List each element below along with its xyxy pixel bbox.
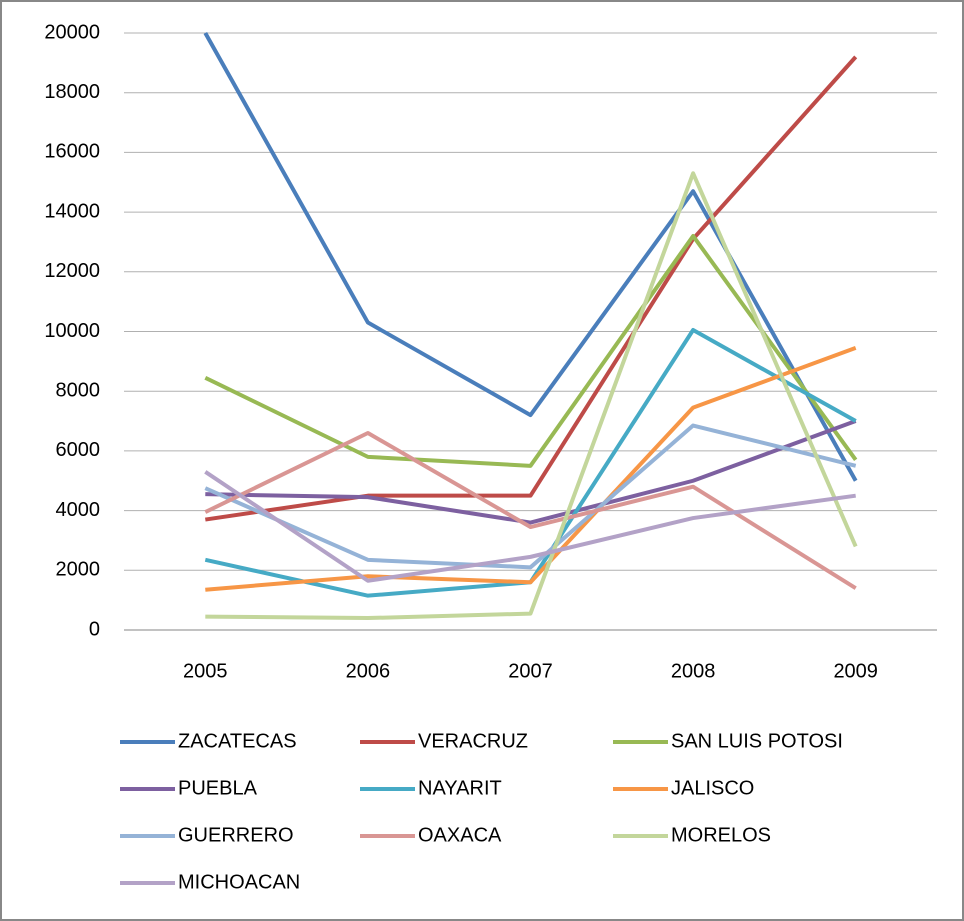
y-tick-label: 10000 <box>44 320 100 342</box>
y-tick-label: 14000 <box>44 200 100 222</box>
y-tick-label: 20000 <box>44 21 100 43</box>
legend-label: SAN LUIS POTOSI <box>671 730 843 752</box>
series-line <box>204 430 857 590</box>
y-tick-label: 8000 <box>56 379 101 401</box>
legend-label: NAYARIT <box>418 777 502 799</box>
x-tick-label: 2009 <box>833 660 878 682</box>
series-line <box>204 233 858 468</box>
legend-label: OAXACA <box>418 824 502 846</box>
legend-label: ZACATECAS <box>178 730 297 752</box>
series-line <box>204 470 856 583</box>
series-line <box>205 55 858 522</box>
legend-label: VERACRUZ <box>418 730 528 752</box>
legend-label: GUERRERO <box>178 824 294 846</box>
legend-label: JALISCO <box>671 777 754 799</box>
y-tick-label: 0 <box>89 618 100 640</box>
y-tick-label: 2000 <box>56 559 101 581</box>
y-tick-label: 18000 <box>44 81 100 103</box>
x-tick-label: 2008 <box>671 660 716 682</box>
series-line <box>205 171 858 621</box>
legend-label: MICHOACAN <box>178 871 300 893</box>
series-line <box>205 419 857 525</box>
legend-label: PUEBLA <box>178 777 258 799</box>
x-tick-label: 2007 <box>508 660 553 682</box>
y-tick-label: 16000 <box>44 141 100 163</box>
series-line <box>203 32 858 482</box>
y-tick-label: 6000 <box>56 439 101 461</box>
series-line <box>204 423 857 570</box>
series-line <box>205 346 857 592</box>
y-tick-label: 12000 <box>44 260 100 282</box>
y-tick-label: 4000 <box>56 499 101 521</box>
x-tick-label: 2006 <box>346 660 391 682</box>
legend-label: MORELOS <box>671 824 771 846</box>
x-tick-label: 2005 <box>183 660 228 682</box>
